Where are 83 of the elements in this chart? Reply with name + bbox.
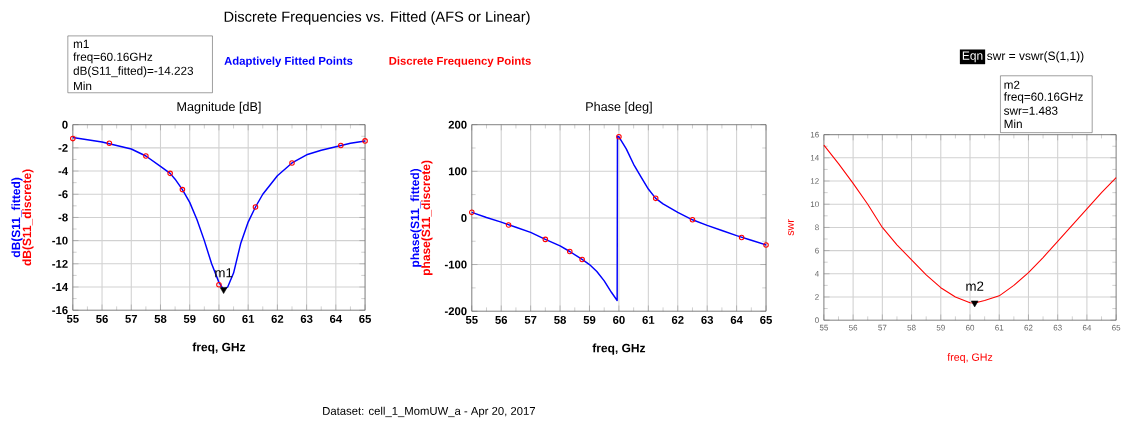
text: freq=60.16GHz bbox=[1003, 92, 1083, 104]
point bbox=[616, 134, 622, 140]
y-axis-title: swr bbox=[788, 219, 794, 236]
annotation: m1 bbox=[215, 268, 233, 278]
point bbox=[566, 248, 573, 255]
text: Discrete Frequency Points bbox=[389, 56, 531, 68]
y-tick-label: -6 bbox=[58, 190, 68, 199]
annotation: m2 bbox=[966, 281, 984, 291]
x-tick-label: 60 bbox=[613, 315, 625, 324]
point bbox=[652, 195, 659, 202]
point bbox=[216, 281, 222, 288]
y-axis-title: phase(S11_fitted) bbox=[410, 169, 422, 267]
y-tick-label: -14 bbox=[52, 283, 69, 291]
x-tick-label: 56 bbox=[495, 315, 508, 324]
point bbox=[763, 242, 769, 248]
text: freq=60.16GHz bbox=[73, 52, 153, 64]
y-tick-label: 0 bbox=[461, 213, 467, 222]
x-tick-label: 63 bbox=[300, 314, 313, 323]
x-tick-label: 62 bbox=[271, 314, 284, 323]
x-tick-label: 63 bbox=[701, 315, 714, 324]
text: swr=1.483 bbox=[1004, 106, 1058, 115]
y-axis-title: dB(S11_fitted) bbox=[11, 177, 23, 258]
x-tick-label: 57 bbox=[524, 315, 537, 324]
point bbox=[167, 170, 173, 177]
x-tick-label: 61 bbox=[242, 314, 255, 323]
point bbox=[738, 234, 745, 241]
point bbox=[179, 186, 186, 193]
y-tick-label: 0 bbox=[62, 120, 68, 129]
point bbox=[289, 160, 295, 166]
text: m2 bbox=[1004, 80, 1020, 89]
x-tick-label: 59 bbox=[183, 314, 196, 323]
text: phase(S11_discrete) bbox=[421, 160, 433, 276]
x-axis-title: freq, GHz bbox=[592, 343, 646, 355]
x-tick-label: 56 bbox=[96, 314, 108, 323]
text: Eqn bbox=[962, 51, 983, 63]
x-tick-label: 65 bbox=[760, 315, 772, 324]
point bbox=[70, 135, 76, 142]
point bbox=[362, 138, 368, 144]
x-tick-label: 55 bbox=[66, 314, 79, 323]
y-tick-label: -16 bbox=[52, 306, 68, 315]
x-axis-title: freq, GHz bbox=[947, 353, 993, 364]
x-tick-label: 58 bbox=[554, 315, 567, 324]
y-tick-label: -2 bbox=[58, 143, 68, 152]
x-tick-label: 59 bbox=[583, 315, 596, 324]
text: m1 bbox=[73, 39, 89, 48]
point bbox=[579, 256, 585, 263]
x-tick-label: 64 bbox=[730, 315, 743, 324]
text: swr = vswr(S(1,1)) bbox=[987, 51, 1084, 63]
y-tick-label: -8 bbox=[58, 213, 68, 222]
y-tick-label: -12 bbox=[52, 259, 68, 268]
line-series bbox=[471, 135, 767, 302]
y-tick-label: -10 bbox=[52, 236, 68, 245]
text: Min bbox=[1004, 119, 1022, 128]
x-tick-label: 64 bbox=[329, 314, 343, 323]
chart-title: Phase [deg] bbox=[586, 101, 652, 114]
point bbox=[106, 140, 113, 147]
point bbox=[469, 209, 475, 216]
text: Adaptively Fitted Points bbox=[224, 56, 353, 68]
text: Min bbox=[74, 81, 92, 91]
x-tick-label: 65 bbox=[359, 314, 372, 323]
text: Dataset: cell_1_MomUW_a - Apr 20, 2017 bbox=[323, 406, 535, 418]
y-tick-label: -200 bbox=[444, 307, 467, 316]
x-tick-label: 58 bbox=[154, 314, 167, 323]
x-tick-label: 60 bbox=[213, 314, 225, 323]
point bbox=[252, 204, 259, 210]
point bbox=[689, 217, 696, 223]
point bbox=[542, 236, 549, 243]
x-axis-title: freq, GHz bbox=[192, 342, 246, 354]
x-tick-label: 55 bbox=[465, 315, 478, 324]
x-tick-label: 62 bbox=[671, 315, 684, 324]
x-tick-label: 57 bbox=[125, 314, 138, 323]
x-tick-label: 61 bbox=[642, 315, 655, 324]
text: dB(S11_discrete) bbox=[22, 169, 34, 266]
y-tick-label: -100 bbox=[444, 260, 467, 269]
point bbox=[338, 142, 344, 149]
point bbox=[505, 222, 512, 228]
text: Discrete Frequencies vs. Fitted (AFS or Linear) bbox=[224, 11, 530, 25]
chart-title: Magnitude [dB] bbox=[177, 101, 261, 114]
point bbox=[143, 153, 149, 159]
y-tick-label: 100 bbox=[448, 167, 467, 176]
y-tick-label: 200 bbox=[448, 120, 467, 129]
text: dB(S11_fitted)=-14.223 bbox=[73, 66, 194, 78]
y-tick-label: -4 bbox=[58, 167, 69, 175]
